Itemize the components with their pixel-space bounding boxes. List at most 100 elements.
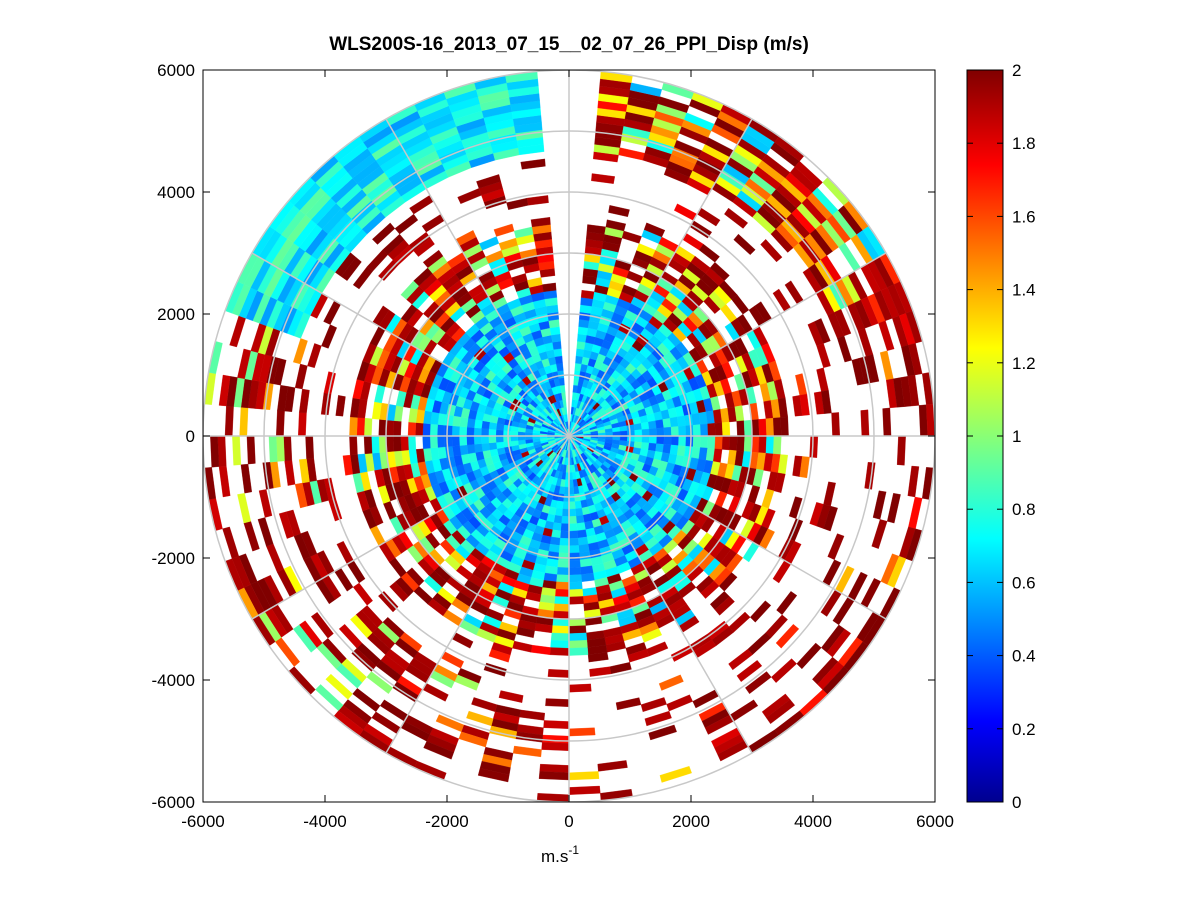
ppi-cell: [338, 623, 363, 649]
ppi-cell: [745, 671, 772, 695]
ppi-cell: [663, 426, 672, 437]
ppi-cell: [926, 403, 935, 437]
ppi-cell: [422, 435, 431, 449]
ppi-cell: [568, 567, 582, 576]
ppi-cell: [466, 444, 476, 454]
colorbar-tick-label: 1.4: [1012, 281, 1036, 300]
ppi-cell: [539, 763, 570, 773]
ppi-cell: [760, 239, 783, 263]
ppi-cell: [648, 724, 677, 741]
ppi-cell: [615, 697, 642, 711]
ppi-cell: [568, 588, 584, 598]
ppi-cell: [700, 435, 709, 449]
ppi-cell: [707, 435, 716, 449]
ppi-cell: [237, 348, 251, 379]
ppi-cell: [816, 343, 831, 368]
ppi-cell: [520, 158, 546, 170]
ppi-cell: [510, 435, 519, 442]
ppi-cell: [510, 430, 519, 437]
ppi-cell: [561, 516, 570, 524]
ppi-cell: [276, 410, 285, 437]
ppi-cell: [559, 537, 570, 546]
ppi-cell: [561, 508, 570, 517]
ppi-cell: [444, 425, 453, 437]
ppi-cell: [655, 419, 664, 429]
ppi-cell: [692, 435, 701, 448]
y-tick-label: 2000: [157, 305, 195, 324]
x-tick-label: 0: [564, 812, 573, 831]
colorbar-tick-label: 0.4: [1012, 647, 1036, 666]
ppi-cell: [415, 422, 424, 437]
ppi-cell: [773, 417, 782, 437]
ppi-cell: [577, 536, 589, 546]
ppi-cell: [218, 374, 231, 407]
ppi-cell: [865, 354, 880, 383]
ppi-cell: [495, 441, 505, 449]
ppi-cell: [656, 435, 665, 445]
ppi-cell: [372, 222, 396, 245]
colorbar-tick-label: 0.8: [1012, 500, 1036, 519]
ppi-cell: [371, 435, 380, 454]
ppi-cell: [568, 640, 588, 649]
ppi-cell: [619, 430, 628, 437]
x-tick-label: -6000: [181, 812, 224, 831]
ppi-cell: [568, 537, 579, 546]
ppi-cell: [685, 425, 694, 437]
ppi-cell: [568, 501, 576, 510]
ppi-cell: [780, 416, 789, 437]
ppi-cell: [587, 652, 609, 663]
ppi-cell: [349, 416, 358, 437]
ppi-cells: [204, 71, 935, 802]
ppi-cell: [626, 424, 635, 432]
ppi-cell: [278, 511, 295, 539]
ppi-cell: [459, 435, 468, 446]
ppi-cell: [736, 435, 745, 452]
ppi-cell: [871, 519, 888, 549]
ppi-cell: [568, 785, 601, 795]
ppi-cell: [342, 454, 353, 476]
ppi-cell: [356, 417, 365, 437]
ppi-cell: [670, 426, 679, 437]
ppi-cell: [299, 458, 310, 484]
ppi-cell: [634, 435, 643, 443]
ppi-cell: [649, 428, 657, 437]
ppi-cell: [562, 501, 570, 510]
ppi-cell: [553, 515, 563, 524]
ppi-cell: [568, 647, 589, 656]
colorbar-tick-label: 0: [1012, 793, 1021, 812]
ppi-cell: [557, 370, 565, 379]
ppi-cell: [641, 428, 650, 437]
ppi-cell: [558, 552, 570, 561]
ppi-cell: [714, 422, 723, 437]
colorbar-tick-label: 0.2: [1012, 720, 1036, 739]
ppi-cell: [662, 418, 672, 428]
ppi-cell: [568, 683, 592, 693]
ppi-cell: [580, 290, 595, 300]
ppi-cell: [553, 348, 563, 357]
ppi-cell: [541, 742, 570, 751]
ppi-cell: [498, 690, 524, 703]
ppi-cell: [658, 674, 684, 691]
ppi-cell: [640, 697, 667, 712]
x-axis-label-superscript: -1: [568, 843, 579, 857]
colorbar-tick-label: 1.8: [1012, 134, 1036, 153]
ppi-cell: [556, 567, 570, 576]
x-axis-label-text: m.s: [541, 847, 568, 866]
ppi-cell: [560, 523, 570, 532]
ppi-cell: [575, 515, 585, 524]
ppi-cell: [700, 423, 709, 437]
ppi-cell: [545, 698, 570, 707]
ppi-cell: [466, 710, 494, 727]
ppi-cell: [591, 173, 615, 184]
ppi-cell: [698, 243, 720, 263]
ppi-cell: [568, 530, 579, 539]
y-tick-label: -2000: [152, 549, 195, 568]
ppi-cell: [530, 217, 551, 228]
ppi-cell: [775, 623, 800, 649]
ppi-cell: [568, 508, 577, 517]
ppi-cell: [429, 435, 438, 449]
ppi-cell: [363, 435, 373, 455]
ppi-cell: [605, 219, 626, 232]
ppi-cell: [307, 343, 322, 368]
